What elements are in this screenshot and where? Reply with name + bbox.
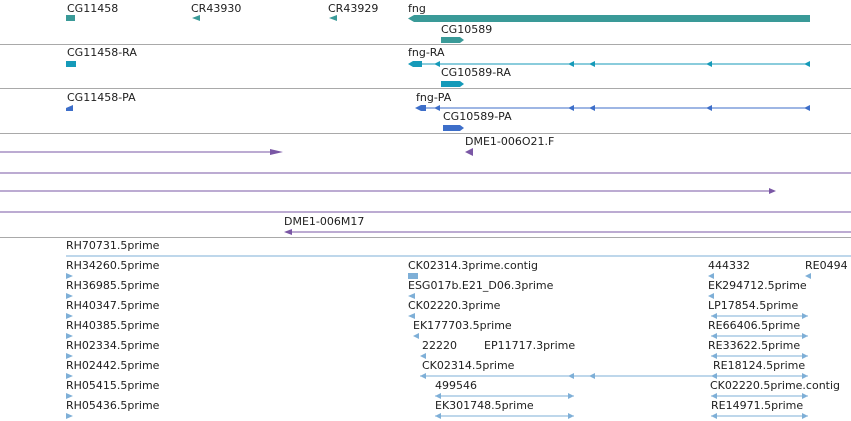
est-label[interactable]: CK02220.3prime <box>408 299 501 312</box>
transcript-label-cg11458-ra[interactable]: CG11458-RA <box>67 46 137 59</box>
transcript-glyphs <box>66 61 810 87</box>
est-label[interactable]: RE0494 <box>805 259 848 272</box>
transcript-cg10589-ra-feature <box>441 81 464 87</box>
est-label[interactable]: RE33622.5prime <box>708 339 801 352</box>
track-separator <box>0 133 851 134</box>
est-label[interactable]: RH70731.5prime <box>66 239 160 252</box>
est-label[interactable]: RH05415.5prime <box>66 379 160 392</box>
est-label[interactable]: RH34260.5prime <box>66 259 160 272</box>
protein-label-cg10589-pa[interactable]: CG10589-PA <box>443 110 512 123</box>
transcript-cg11458-ra-feature <box>66 61 76 67</box>
protein-glyphs <box>66 105 810 131</box>
est-label[interactable]: EP11717.3prime <box>484 339 576 352</box>
gene-fng-feature <box>408 15 810 22</box>
est-label[interactable]: RH36985.5prime <box>66 279 160 292</box>
clone-label-dme1-006m17[interactable]: DME1-006M17 <box>284 215 365 228</box>
est-label[interactable]: EK301748.5prime <box>435 399 534 412</box>
track-separator <box>0 44 851 45</box>
track-separator <box>0 237 851 238</box>
est-label[interactable]: 499546 <box>435 379 477 392</box>
clone-006o21-f-feature <box>465 148 473 156</box>
gene-label-fng[interactable]: fng <box>408 2 426 15</box>
gene-label-cr43929[interactable]: CR43929 <box>328 2 379 15</box>
est-label[interactable]: RE66406.5prime <box>708 319 801 332</box>
est-label[interactable]: RH40385.5prime <box>66 319 160 332</box>
gene-cr43929-feature <box>329 15 337 21</box>
est-label[interactable]: ESG017b.E21_D06.3prime <box>408 279 554 292</box>
clone-label-dme1-006o21-f[interactable]: DME1-006O21.F <box>465 135 555 148</box>
gene-glyphs <box>66 15 810 43</box>
protein-cg10589-pa-feature <box>443 125 464 131</box>
est-label[interactable]: RE18124.5prime <box>713 359 806 372</box>
est-label[interactable]: CK02314.3prime.contig <box>408 259 539 272</box>
est-label[interactable]: 22220 <box>422 339 457 352</box>
protein-cg11458-pa-feature <box>66 105 73 111</box>
transcript-label-fng-ra[interactable]: fng-RA <box>408 46 445 59</box>
est-label[interactable]: EK177703.5prime <box>413 319 512 332</box>
gene-label-cg10589[interactable]: CG10589 <box>441 23 493 36</box>
gene-label-cr43930[interactable]: CR43930 <box>191 2 242 15</box>
est-label[interactable]: RH05436.5prime <box>66 399 160 412</box>
est-label[interactable]: CK02220.5prime.contig <box>710 379 841 392</box>
est-label[interactable]: RH02334.5prime <box>66 339 160 352</box>
gene-label-cg11458[interactable]: CG11458 <box>67 2 119 15</box>
transcript-label-cg10589-ra[interactable]: CG10589-RA <box>441 66 511 79</box>
est-label[interactable]: RH40347.5prime <box>66 299 160 312</box>
protein-label-cg11458-pa[interactable]: CG11458-PA <box>67 91 136 104</box>
gene-cg11458-feature <box>66 15 75 21</box>
est-label[interactable]: RH02442.5prime <box>66 359 160 372</box>
est-label[interactable]: CK02314.5prime <box>422 359 515 372</box>
clone-006m17-feature <box>284 229 292 235</box>
clone-glyphs <box>0 148 851 235</box>
est-label[interactable]: LP17854.5prime <box>708 299 799 312</box>
protein-label-fng-pa[interactable]: fng-PA <box>416 91 452 104</box>
protein-fng-pa-exon <box>415 105 426 111</box>
gene-cr43930-feature <box>192 15 200 21</box>
est-label[interactable]: EK294712.5prime <box>708 279 807 292</box>
transcript-fng-ra-exon <box>408 61 422 67</box>
track-separator <box>0 88 851 89</box>
gene-cg10589-feature <box>441 37 464 43</box>
est-label[interactable]: RE14971.5prime <box>711 399 804 412</box>
est-label[interactable]: 444332 <box>708 259 750 272</box>
